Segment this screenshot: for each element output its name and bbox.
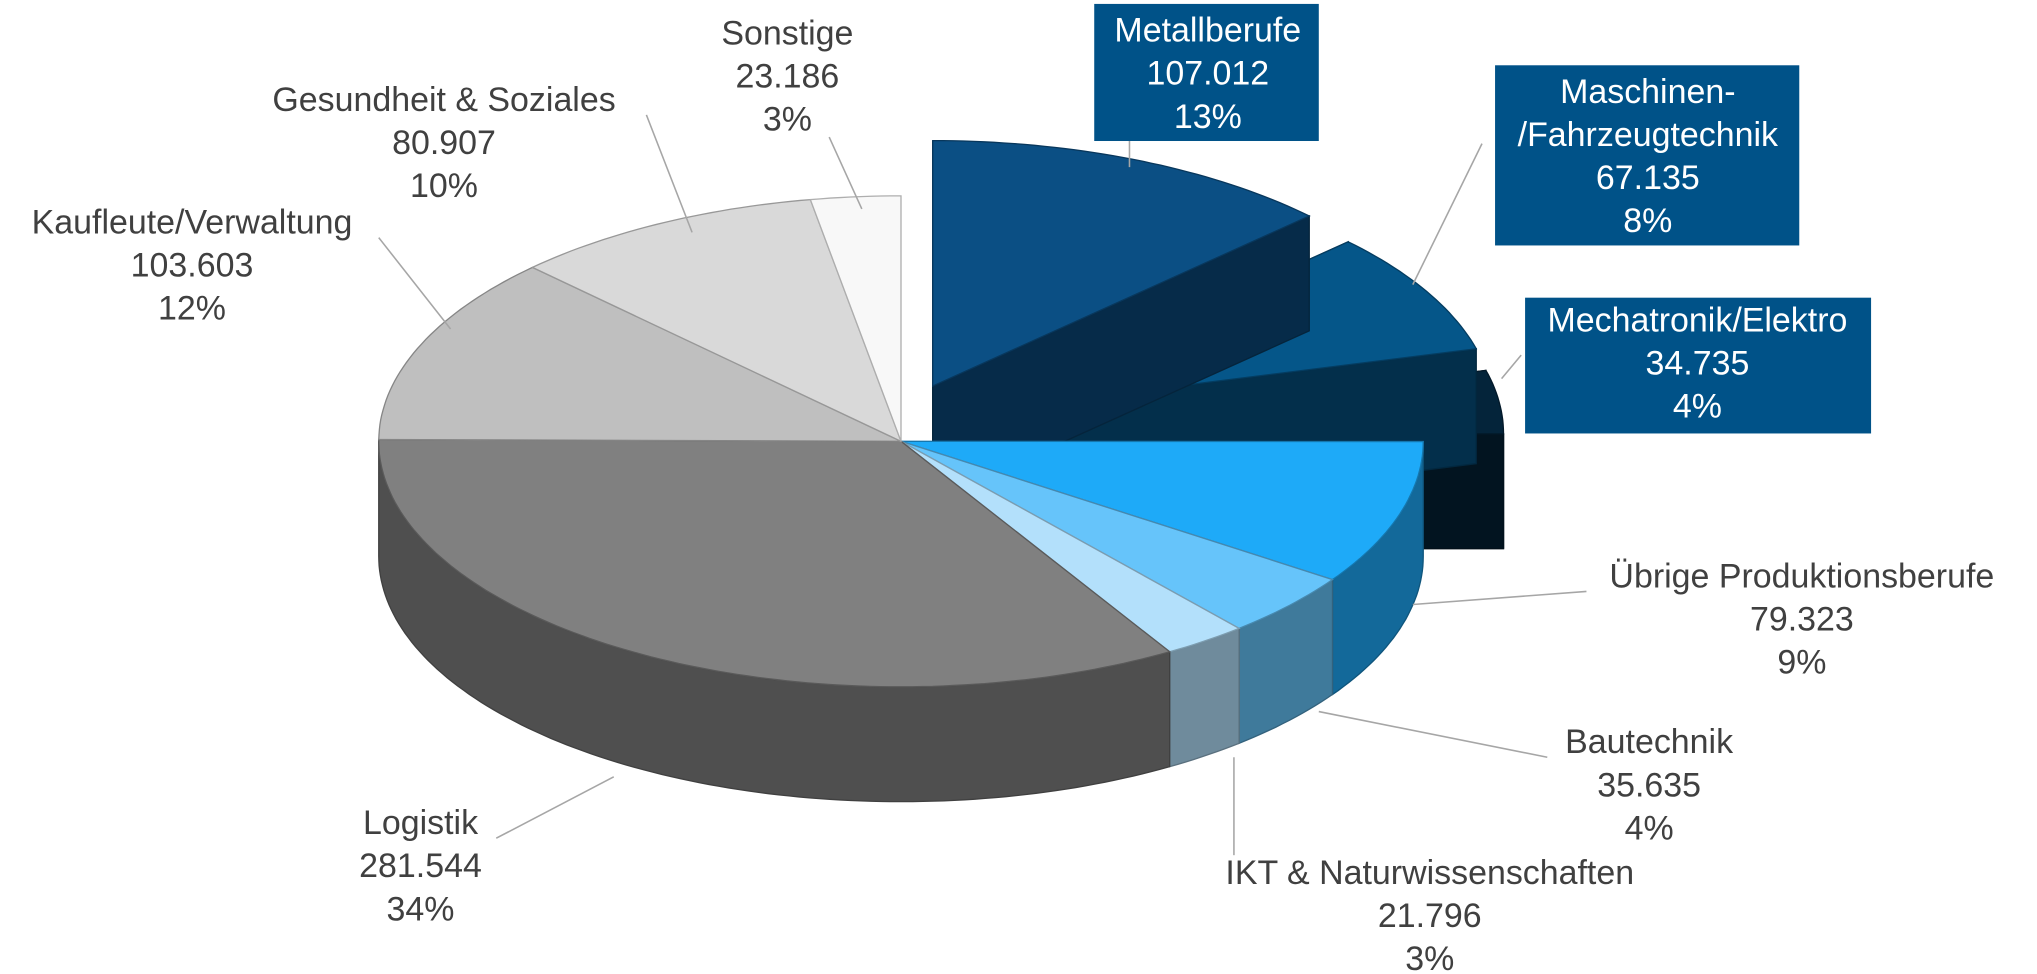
value-label: 80.907 — [392, 124, 496, 162]
category-label: Gesundheit & Soziales — [272, 81, 615, 119]
value-label: 281.544 — [359, 847, 482, 885]
percent-label: 8% — [1623, 202, 1672, 240]
slice — [900, 440, 1424, 581]
category-label: Maschinen-/Fahrzeugtechnik — [1518, 73, 1779, 154]
data-label: Logistik 281.544 34% — [359, 804, 482, 928]
leader-line — [1500, 354, 1522, 380]
category-label: Logistik — [363, 804, 479, 842]
percent-label: 13% — [1174, 98, 1242, 136]
leader-line — [378, 237, 452, 330]
data-label: Bautechnik 35.635 4% — [1565, 723, 1734, 847]
value-label: 23.186 — [735, 57, 839, 95]
leader-line — [1412, 590, 1587, 606]
slice — [900, 440, 1241, 653]
category-label: Sonstige — [721, 14, 853, 52]
category-label: Kaufleute/Verwaltung — [32, 204, 353, 242]
leader-line — [1412, 143, 1483, 285]
value-label: 79.323 — [1750, 600, 1854, 638]
percent-label: 4% — [1673, 388, 1722, 426]
leader-line — [645, 114, 693, 233]
percent-label: 4% — [1625, 809, 1674, 847]
slice — [378, 438, 1172, 688]
value-label: 21.796 — [1378, 897, 1482, 935]
leader-line — [495, 776, 615, 839]
leader-line — [828, 136, 863, 210]
leader-line — [1318, 710, 1548, 759]
category-label: Metallberufe — [1114, 12, 1301, 50]
percent-label: 12% — [158, 290, 226, 328]
data-label: Übrige Produktionsberufe 79.323 9% — [1609, 557, 1994, 681]
label-box — [1495, 65, 1800, 246]
data-label: IKT & Naturwissenschaften 21.796 3% — [1225, 854, 1634, 974]
data-label: Mechatronik/Elektro 34.735 4% — [1547, 301, 1847, 425]
category-label: IKT & Naturwissenschaften — [1225, 854, 1634, 892]
data-label: Metallberufe 107.012 13% — [1114, 12, 1301, 136]
slice — [378, 266, 902, 442]
slice — [932, 139, 1311, 388]
data-label: Maschinen-/Fahrzeugtechnik 67.135 8% — [1518, 73, 1779, 240]
category-label: Bautechnik — [1565, 723, 1734, 761]
category-label: Übrige Produktionsberufe — [1609, 557, 1994, 595]
percent-label: 3% — [1405, 940, 1454, 974]
percent-label: 34% — [387, 890, 455, 928]
value-label: 67.135 — [1596, 159, 1700, 197]
value-label: 34.735 — [1646, 345, 1750, 383]
data-label: Gesundheit & Soziales 80.907 10% — [272, 81, 615, 205]
label-box — [1525, 297, 1872, 434]
data-label: Kaufleute/Verwaltung 103.603 12% — [32, 204, 353, 328]
slice — [530, 198, 903, 443]
slice — [900, 440, 1334, 630]
value-label: 35.635 — [1597, 766, 1701, 804]
label-box — [1094, 3, 1319, 142]
percent-label: 3% — [763, 100, 812, 138]
percent-label: 9% — [1777, 644, 1826, 682]
category-label: Mechatronik/Elektro — [1547, 301, 1847, 339]
value-label: 103.603 — [131, 247, 254, 285]
percent-label: 10% — [410, 167, 478, 205]
data-label: Sonstige 23.186 3% — [721, 14, 853, 138]
value-label: 107.012 — [1146, 55, 1269, 93]
